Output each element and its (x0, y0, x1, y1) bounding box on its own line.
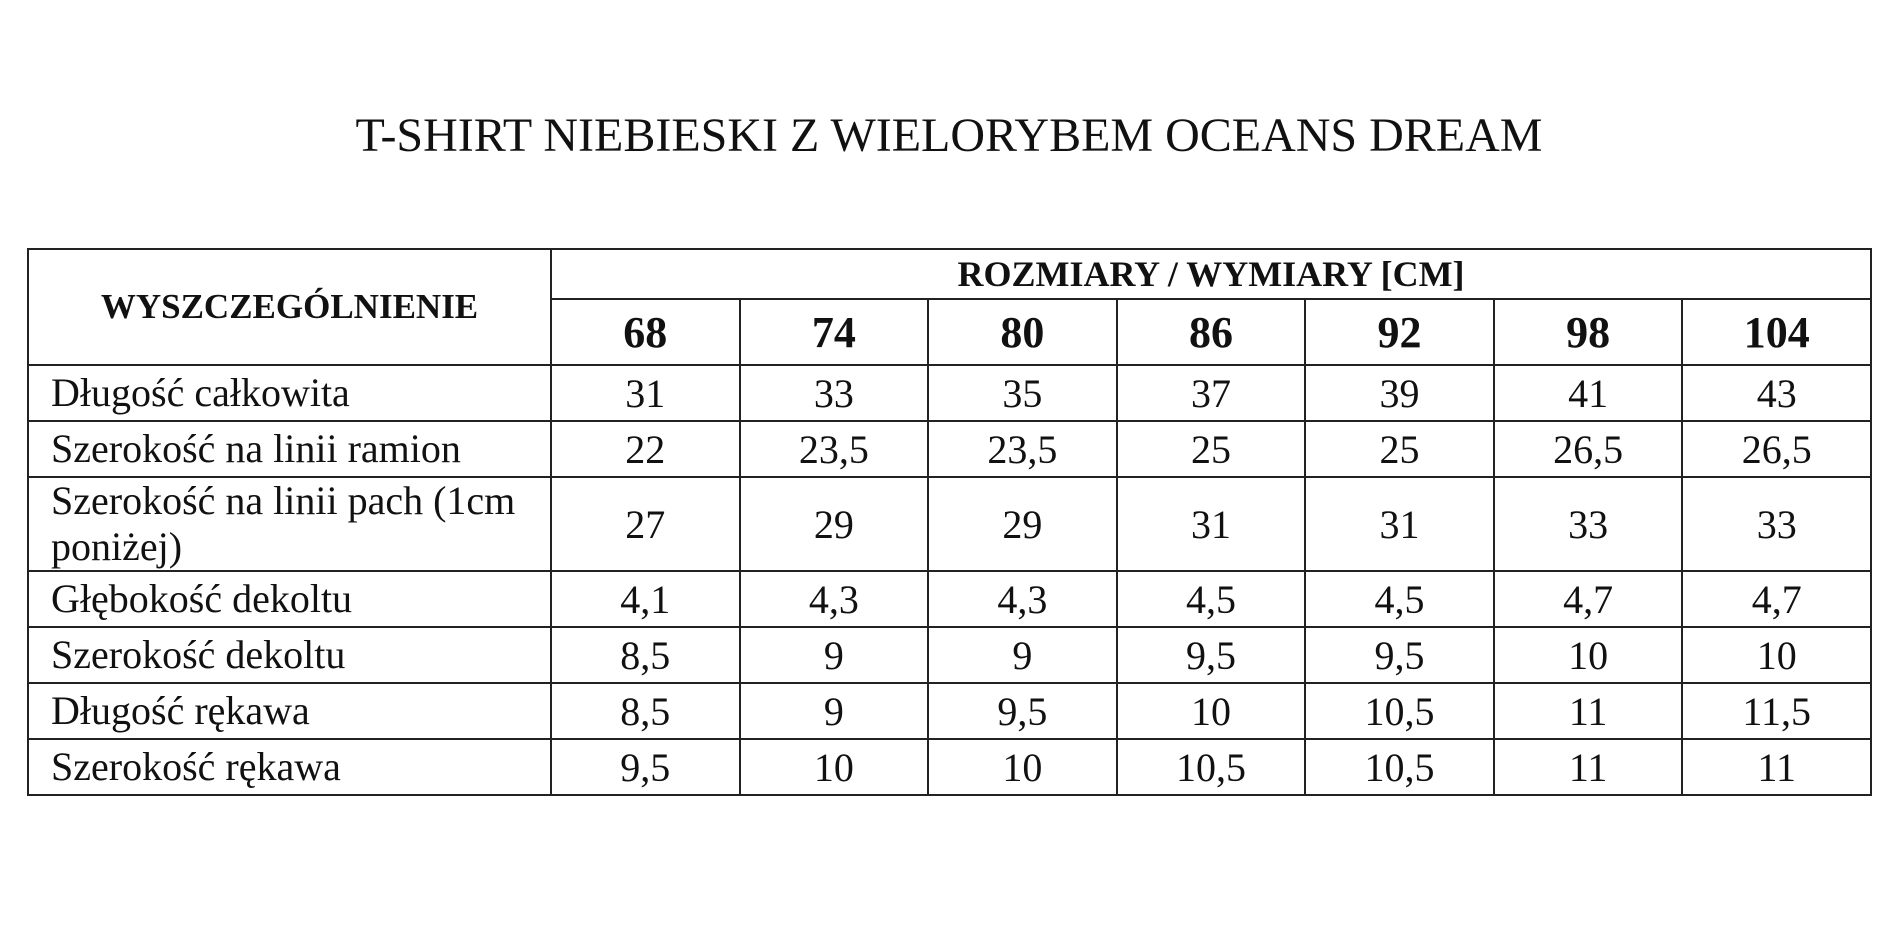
cell: 10 (738, 738, 930, 796)
cell: 4,5 (1115, 570, 1307, 628)
cell: 9,5 (550, 738, 741, 796)
cell: 37 (1115, 364, 1307, 422)
cell: 9 (738, 626, 930, 684)
size-header: 74 (738, 298, 930, 366)
cell: 9,5 (1304, 626, 1495, 684)
cell: 10,5 (1115, 738, 1307, 796)
cell: 8,5 (550, 682, 741, 740)
cell: 9 (927, 626, 1118, 684)
cell: 11,5 (1681, 682, 1872, 740)
cell: 31 (550, 364, 741, 422)
cell: 33 (738, 364, 930, 422)
size-header: 104 (1681, 298, 1872, 366)
cell: 11 (1681, 738, 1872, 796)
cell: 4,1 (550, 570, 741, 628)
cell: 25 (1304, 420, 1495, 478)
size-header: 92 (1304, 298, 1495, 366)
cell: 27 (550, 476, 741, 572)
cell: 10,5 (1304, 738, 1495, 796)
title: T-SHIRT NIEBIESKI Z WIELORYBEM OCEANS DR… (355, 109, 1543, 162)
row-label: Szerokość rękawa (27, 738, 552, 796)
cell: 31 (1304, 476, 1495, 572)
cell: 25 (1115, 420, 1307, 478)
cell: 29 (927, 476, 1118, 572)
size-header: 80 (927, 298, 1118, 366)
table-row: Głębokość dekoltu 4,1 4,3 4,3 4,5 4,5 4,7 4,7 (27, 570, 1872, 628)
cell: 22 (550, 420, 741, 478)
row-label: Szerokość dekoltu (27, 626, 552, 684)
size-header: 68 (550, 298, 741, 366)
cell: 29 (738, 476, 930, 572)
cell: 23,5 (738, 420, 930, 478)
cell: 39 (1304, 364, 1495, 422)
row-label: Długość rękawa (27, 682, 552, 740)
table-row: Szerokość na linii pach (1cm poniżej) 27 2… (27, 476, 1872, 572)
size-table: WYSZCZEGÓLNIENIE ROZMIARY / WYMIARY [CM]… (27, 248, 1872, 796)
table-row: Szerokość na linii ramion 22 23,5 23,5 25 25 2… (27, 420, 1872, 478)
cell: 4,3 (738, 570, 930, 628)
cell: 4,7 (1681, 570, 1872, 628)
cell: 23,5 (927, 420, 1118, 478)
row-label: Głębokość dekoltu (27, 570, 552, 628)
cell: 4,7 (1492, 570, 1684, 628)
table-row: Długość całkowita 31 33 35 37 39 41 43 (27, 364, 1872, 422)
cell: 10 (1115, 682, 1307, 740)
cell: 41 (1492, 364, 1684, 422)
cell: 9,5 (927, 682, 1118, 740)
cell: 11 (1492, 682, 1684, 740)
cell: 10 (1681, 626, 1872, 684)
cell: 4,3 (927, 570, 1118, 628)
cell: 9 (738, 682, 930, 740)
row-label: Długość całkowita (27, 364, 552, 422)
cell: 26,5 (1492, 420, 1684, 478)
cell: 33 (1492, 476, 1684, 572)
size-header: 98 (1492, 298, 1684, 366)
cell: 11 (1492, 738, 1684, 796)
cell: 9,5 (1115, 626, 1307, 684)
row-label: Szerokość na linii ramion (27, 420, 552, 478)
cell: 10,5 (1304, 682, 1495, 740)
cell: 35 (927, 364, 1118, 422)
cell: 8,5 (550, 626, 741, 684)
row-label: Szerokość na linii pach (1cm poniżej) (27, 476, 552, 572)
cell: 43 (1681, 364, 1872, 422)
cell: 33 (1681, 476, 1872, 572)
cell: 10 (927, 738, 1118, 796)
cell: 4,5 (1304, 570, 1495, 628)
group-header: ROZMIARY / WYMIARY [CM] (550, 248, 1872, 300)
cell: 26,5 (1681, 420, 1872, 478)
table-row: Długość rękawa 8,5 9 9,5 10 10,5 11 11,5 (27, 682, 1872, 740)
table-row: Szerokość rękawa 9,5 10 10 10,5 10,5 11 11 (27, 738, 1872, 796)
corner-header: WYSZCZEGÓLNIENIE (27, 248, 552, 366)
size-header: 86 (1115, 298, 1307, 366)
cell: 31 (1115, 476, 1307, 572)
cell: 10 (1492, 626, 1684, 684)
table-row: Szerokość dekoltu 8,5 9 9 9,5 9,5 10 10 (27, 626, 1872, 684)
